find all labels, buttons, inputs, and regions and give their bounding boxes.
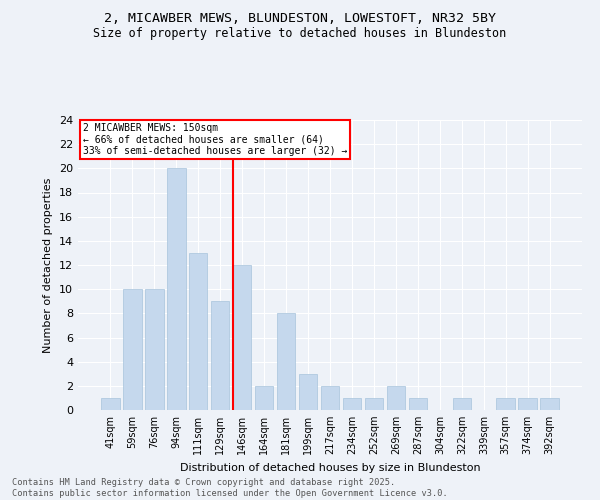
Bar [233, 265, 251, 410]
Bar [123, 289, 142, 410]
Bar [365, 398, 383, 410]
X-axis label: Distribution of detached houses by size in Blundeston: Distribution of detached houses by size … [179, 462, 481, 472]
Text: 2, MICAWBER MEWS, BLUNDESTON, LOWESTOFT, NR32 5BY: 2, MICAWBER MEWS, BLUNDESTON, LOWESTOFT,… [104, 12, 496, 26]
Bar [101, 398, 119, 410]
Bar [386, 386, 405, 410]
Bar [518, 398, 537, 410]
Bar [189, 253, 208, 410]
Bar [409, 398, 427, 410]
Bar [343, 398, 361, 410]
Bar [211, 301, 229, 410]
Bar [299, 374, 317, 410]
Bar [496, 398, 515, 410]
Y-axis label: Number of detached properties: Number of detached properties [43, 178, 53, 352]
Bar [255, 386, 274, 410]
Text: Contains HM Land Registry data © Crown copyright and database right 2025.
Contai: Contains HM Land Registry data © Crown c… [12, 478, 448, 498]
Bar [452, 398, 471, 410]
Bar [320, 386, 340, 410]
Text: 2 MICAWBER MEWS: 150sqm
← 66% of detached houses are smaller (64)
33% of semi-de: 2 MICAWBER MEWS: 150sqm ← 66% of detache… [83, 123, 347, 156]
Bar [541, 398, 559, 410]
Bar [277, 314, 295, 410]
Bar [145, 289, 164, 410]
Bar [167, 168, 185, 410]
Text: Size of property relative to detached houses in Blundeston: Size of property relative to detached ho… [94, 28, 506, 40]
